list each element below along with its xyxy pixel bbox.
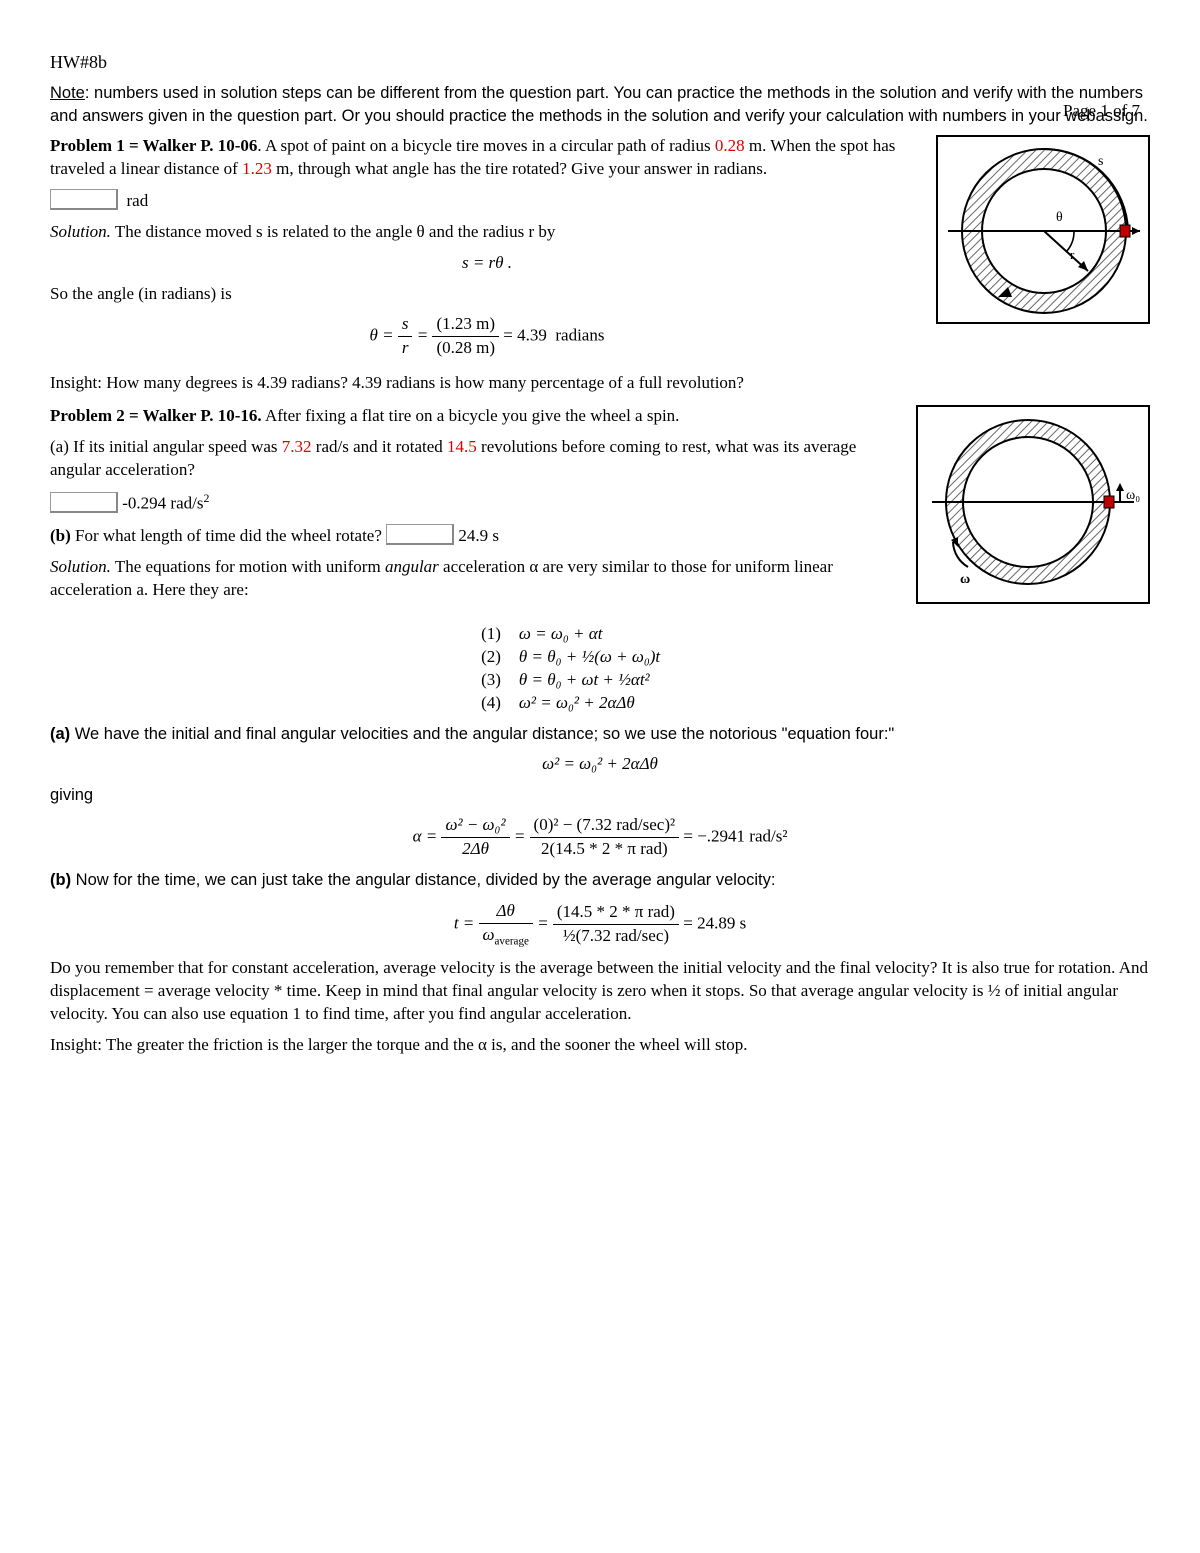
problem1-radius: 0.28 xyxy=(715,136,745,155)
problem1-figure: s r θ xyxy=(936,135,1150,331)
giving-text: giving xyxy=(50,784,1150,806)
time-equation: t = Δθωaverage = (14.5 * 2 * π rad)½(7.3… xyxy=(50,900,1150,949)
p2-ans-a-exp: 2 xyxy=(203,491,209,505)
eq4-repeat: ω² = ω₀² + 2αΔθ xyxy=(50,753,1150,776)
page-number: Page 1 of 7 xyxy=(1063,100,1140,123)
problem2-intro-text: After fixing a flat tire on a bicycle yo… xyxy=(262,406,680,425)
hw-label: HW#8b xyxy=(50,50,1150,74)
answer-input-box[interactable] xyxy=(386,524,454,545)
problem1-sol-text: The distance moved s is related to the a… xyxy=(111,222,556,241)
problem1-title: Problem 1 = Walker P. 10-06 xyxy=(50,136,257,155)
answer-input-box[interactable] xyxy=(50,492,118,513)
note-label: Note xyxy=(50,84,85,102)
p2a-text2: rad/s and it rotated xyxy=(312,437,448,456)
problem2-closing2: Insight: The greater the friction is the… xyxy=(50,1034,1150,1057)
alpha-equation: α = ω² − ω₀²2Δθ = (0)² − (7.32 rad/sec)²… xyxy=(50,814,1150,861)
problem1-text-a: . A spot of paint on a bicycle tire move… xyxy=(257,136,714,155)
p2a-text1: (a) If its initial angular speed was xyxy=(50,437,282,456)
answer-input-box[interactable] xyxy=(50,189,118,210)
problem2-closing1: Do you remember that for constant accele… xyxy=(50,957,1150,1026)
p2-ans-b: 24.9 s xyxy=(458,526,499,545)
p2a-sol-label: (a) xyxy=(50,725,70,743)
note-text: : numbers used in solution steps can be … xyxy=(50,84,1148,124)
problem2-title: Problem 2 = Walker P. 10-16. xyxy=(50,406,262,425)
p2-ans-a: -0.294 rad/s xyxy=(122,494,203,513)
unit-rad: rad xyxy=(127,191,149,210)
svg-text:ω: ω xyxy=(960,572,970,587)
p2-omega0: 7.32 xyxy=(282,437,312,456)
problem1-text-c: m, through what angle has the tire rotat… xyxy=(272,159,767,178)
p2b-sol-text: Now for the time, we can just take the a… xyxy=(71,871,775,889)
svg-text:r: r xyxy=(1070,247,1075,262)
p2-sol-text1: The equations for motion with uniform xyxy=(111,557,385,576)
p2b-sol-label: (b) xyxy=(50,871,71,889)
problem1-distance: 1.23 xyxy=(242,159,272,178)
problem2-part-a-solution: (a) We have the initial and final angula… xyxy=(50,723,1150,745)
p2-angular: angular xyxy=(385,557,439,576)
svg-text:s: s xyxy=(1098,154,1103,169)
note-paragraph: Note: numbers used in solution steps can… xyxy=(50,82,1150,127)
svg-text:θ: θ xyxy=(1056,210,1063,225)
problem2-part-b-solution: (b) Now for the time, we can just take t… xyxy=(50,869,1150,891)
kinematics-equations: (1)ω = ω₀ + αt (2)θ = θ₀ + ½(ω + ω₀)t (3… xyxy=(440,623,760,715)
svg-text:ω₀: ω₀ xyxy=(1126,488,1140,503)
p2a-sol-text: We have the initial and final angular ve… xyxy=(70,725,894,743)
p2b-label: (b) xyxy=(50,526,71,545)
problem2-figure: ω₀ ω xyxy=(916,405,1150,611)
solution-label: Solution. xyxy=(50,222,111,241)
solution-label: Solution. xyxy=(50,557,111,576)
p2b-text: For what length of time did the wheel ro… xyxy=(71,526,382,545)
p2-revs: 14.5 xyxy=(447,437,477,456)
problem1-insight: Insight: How many degrees is 4.39 radian… xyxy=(50,372,1150,395)
